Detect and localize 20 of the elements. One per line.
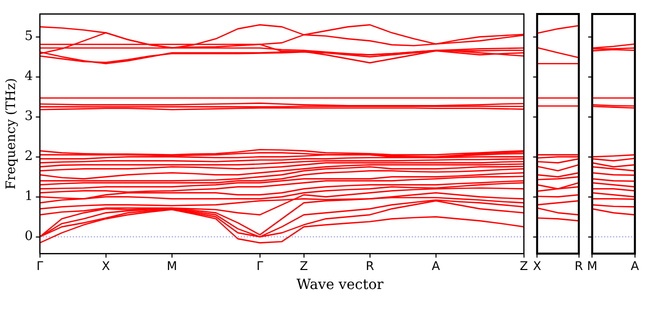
x-tick-label: X [102,258,110,273]
y-tick-label: 1 [24,189,33,204]
x-tick-label: Γ [256,258,264,273]
x-tick-label: Γ [36,258,44,273]
y-tick-label: 3 [24,109,33,124]
x-tick-label: R [366,258,374,273]
y-axis-title: Frequency (THz) [4,78,20,190]
x-tick-label: R [574,258,584,273]
x-tick-label: A [432,258,441,273]
x-tick-label: A [630,258,640,273]
x-tick-label: Z [520,258,528,273]
y-tick-label: 4 [24,69,33,84]
y-tick-label: 0 [24,229,33,244]
x-axis-title: Wave vector [296,277,384,293]
x-tick-label: M [166,258,178,273]
y-tick-label: 5 [24,29,33,44]
x-tick-label: M [586,258,598,273]
x-tick-label: Z [300,258,308,273]
x-tick-label: X [532,258,542,273]
y-tick-label: 2 [24,149,33,164]
